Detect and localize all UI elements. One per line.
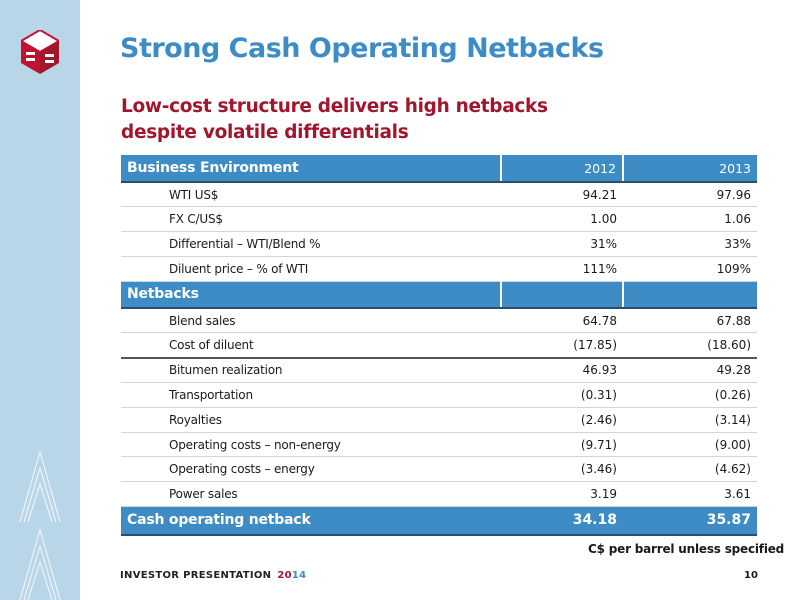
- table-row: Transportation (0.31) (0.26): [121, 382, 757, 408]
- row-label: Power sales: [121, 481, 501, 508]
- row-label: Transportation: [121, 382, 501, 408]
- column-header-2012: 2012: [500, 155, 623, 183]
- table-row: Operating costs – non-energy (9.71) (9.0…: [121, 432, 757, 458]
- total-value-2013: 35.87: [623, 506, 757, 536]
- total-row: Cash operating netback 34.18 35.87: [121, 506, 757, 536]
- table-row: Royalties (2.46) (3.14): [121, 407, 757, 433]
- row-label: Diluent price – % of WTI: [121, 256, 501, 282]
- footer-year-part2: 14: [291, 570, 307, 581]
- total-value-2012: 34.18: [501, 506, 623, 536]
- row-label: Bitumen realization: [121, 357, 501, 384]
- value-2013: (0.26): [623, 382, 757, 408]
- total-label: Cash operating netback: [121, 506, 501, 536]
- footer: INVESTOR PRESENTATION 2014: [120, 570, 306, 581]
- value-2012: (0.31): [501, 382, 623, 408]
- value-2012: 1.00: [501, 206, 623, 233]
- value-2013: 1.06: [623, 206, 757, 233]
- header-spacer: [500, 281, 623, 310]
- table-row: Operating costs – energy (3.46) (4.62): [121, 456, 757, 483]
- value-2012: 94.21: [501, 182, 623, 208]
- row-label: Royalties: [121, 407, 501, 433]
- section-header-business: Business Environment 2012 2013: [121, 155, 757, 183]
- table-row: Differential – WTI/Blend % 31% 33%: [121, 231, 757, 257]
- value-2012: (17.85): [501, 332, 623, 359]
- value-2012: 3.19: [501, 481, 623, 508]
- row-label: Operating costs – non-energy: [121, 432, 501, 458]
- row-label: FX C/US$: [121, 206, 501, 233]
- row-label: WTI US$: [121, 182, 501, 208]
- subtitle-line-1: Low-cost structure delivers high netback…: [121, 96, 548, 117]
- value-2013: (3.14): [623, 407, 757, 433]
- subtitle: Low-cost structure delivers high netback…: [121, 94, 548, 146]
- value-2012: (9.71): [501, 432, 623, 458]
- table-row: Bitumen realization 46.93 49.28: [121, 357, 757, 384]
- value-2013: 97.96: [623, 182, 757, 208]
- units-note: C$ per barrel unless specified: [588, 542, 785, 556]
- table-row: Diluent price – % of WTI 111% 109%: [121, 256, 757, 282]
- row-label: Cost of diluent: [121, 332, 501, 359]
- value-2013: 49.28: [623, 357, 757, 384]
- netback-table: Business Environment 2012 2013 WTI US$ 9…: [121, 155, 757, 536]
- value-2013: (9.00): [623, 432, 757, 458]
- table-row: FX C/US$ 1.00 1.06: [121, 206, 757, 233]
- company-logo: [19, 28, 61, 74]
- value-2013: (4.62): [623, 456, 757, 483]
- value-2013: 109%: [623, 256, 757, 282]
- row-label: Differential – WTI/Blend %: [121, 231, 501, 257]
- value-2012: 64.78: [501, 308, 623, 334]
- table-row: Power sales 3.19 3.61: [121, 481, 757, 508]
- value-2012: (3.46): [501, 456, 623, 483]
- value-2012: 31%: [501, 231, 623, 257]
- table-row: Blend sales 64.78 67.88: [121, 308, 757, 334]
- row-label: Blend sales: [121, 308, 501, 334]
- table-row: Cost of diluent (17.85) (18.60): [121, 332, 757, 359]
- section-header-label: Business Environment: [121, 155, 501, 183]
- value-2013: (18.60): [623, 332, 757, 359]
- row-label: Operating costs – energy: [121, 456, 501, 483]
- footer-year-part1: 20: [277, 570, 292, 581]
- footer-text: INVESTOR PRESENTATION: [120, 570, 272, 581]
- value-2012: 46.93: [501, 357, 623, 384]
- subtitle-line-2: despite volatile differentials: [121, 122, 409, 143]
- value-2013: 3.61: [623, 481, 757, 508]
- page-number: 10: [744, 570, 758, 581]
- header-spacer: [622, 281, 757, 310]
- section-header-netbacks: Netbacks: [121, 281, 757, 310]
- value-2012: (2.46): [501, 407, 623, 433]
- section-header-label: Netbacks: [121, 281, 501, 310]
- column-header-2013: 2013: [622, 155, 757, 183]
- value-2013: 67.88: [623, 308, 757, 334]
- page-title: Strong Cash Operating Netbacks: [120, 33, 604, 64]
- value-2013: 33%: [623, 231, 757, 257]
- value-2012: 111%: [501, 256, 623, 282]
- chevron-pattern: [19, 449, 61, 600]
- table-row: WTI US$ 94.21 97.96: [121, 182, 757, 208]
- sidebar-decoration: [0, 0, 80, 600]
